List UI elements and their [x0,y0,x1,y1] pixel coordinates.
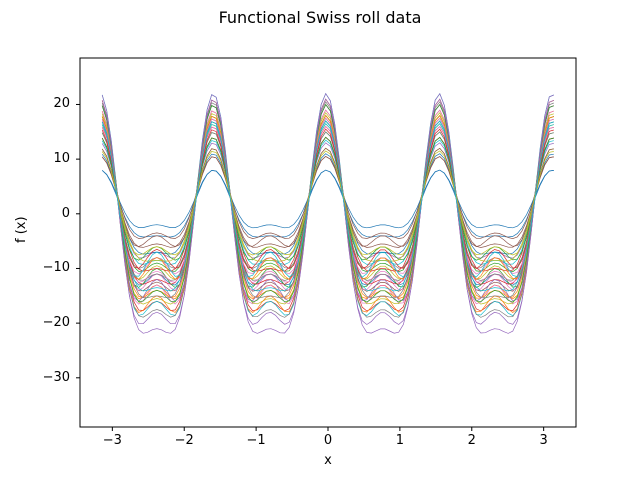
series-line [101,155,554,248]
series-line [101,136,554,269]
series-line [101,117,554,284]
y-tick-label: −20 [42,315,70,331]
series-line [101,147,554,256]
series-line [101,142,554,259]
y-tick-label: −30 [42,369,70,385]
plot-lines [101,92,554,334]
series-line [101,128,554,270]
y-tick-label: −10 [42,260,70,276]
y-axis-label: f (x) [14,216,29,243]
series-line [101,114,554,280]
chart-title: Functional Swiss roll data [218,8,422,27]
series-line [101,114,554,289]
series-line [101,131,554,281]
series-line [101,123,554,292]
series-line [101,92,554,325]
series-line [101,169,554,229]
series-line [101,153,554,255]
series-line [101,120,554,278]
series-line [101,150,554,262]
x-tick-label: −2 [174,433,194,448]
series-line [101,112,554,305]
x-tick-label: −3 [102,433,122,448]
y-tick-label: 0 [61,205,70,221]
tick-marks [76,103,545,431]
x-tick-label: 1 [395,433,405,448]
x-axis-label: x [324,453,332,468]
series-line [101,98,554,334]
x-tick-label: 2 [467,433,476,448]
y-tick-label: 10 [53,151,70,167]
series-line [101,125,554,275]
series-line [101,136,554,261]
y-tick-label: 20 [53,96,70,112]
x-tick-label: 3 [539,433,548,448]
series-line [101,101,554,318]
series-line [101,103,554,303]
series-line [101,155,554,239]
series-line [101,147,554,247]
x-tick-label: 0 [323,433,333,448]
x-tick-label: −1 [246,433,266,448]
series-line [101,139,554,265]
